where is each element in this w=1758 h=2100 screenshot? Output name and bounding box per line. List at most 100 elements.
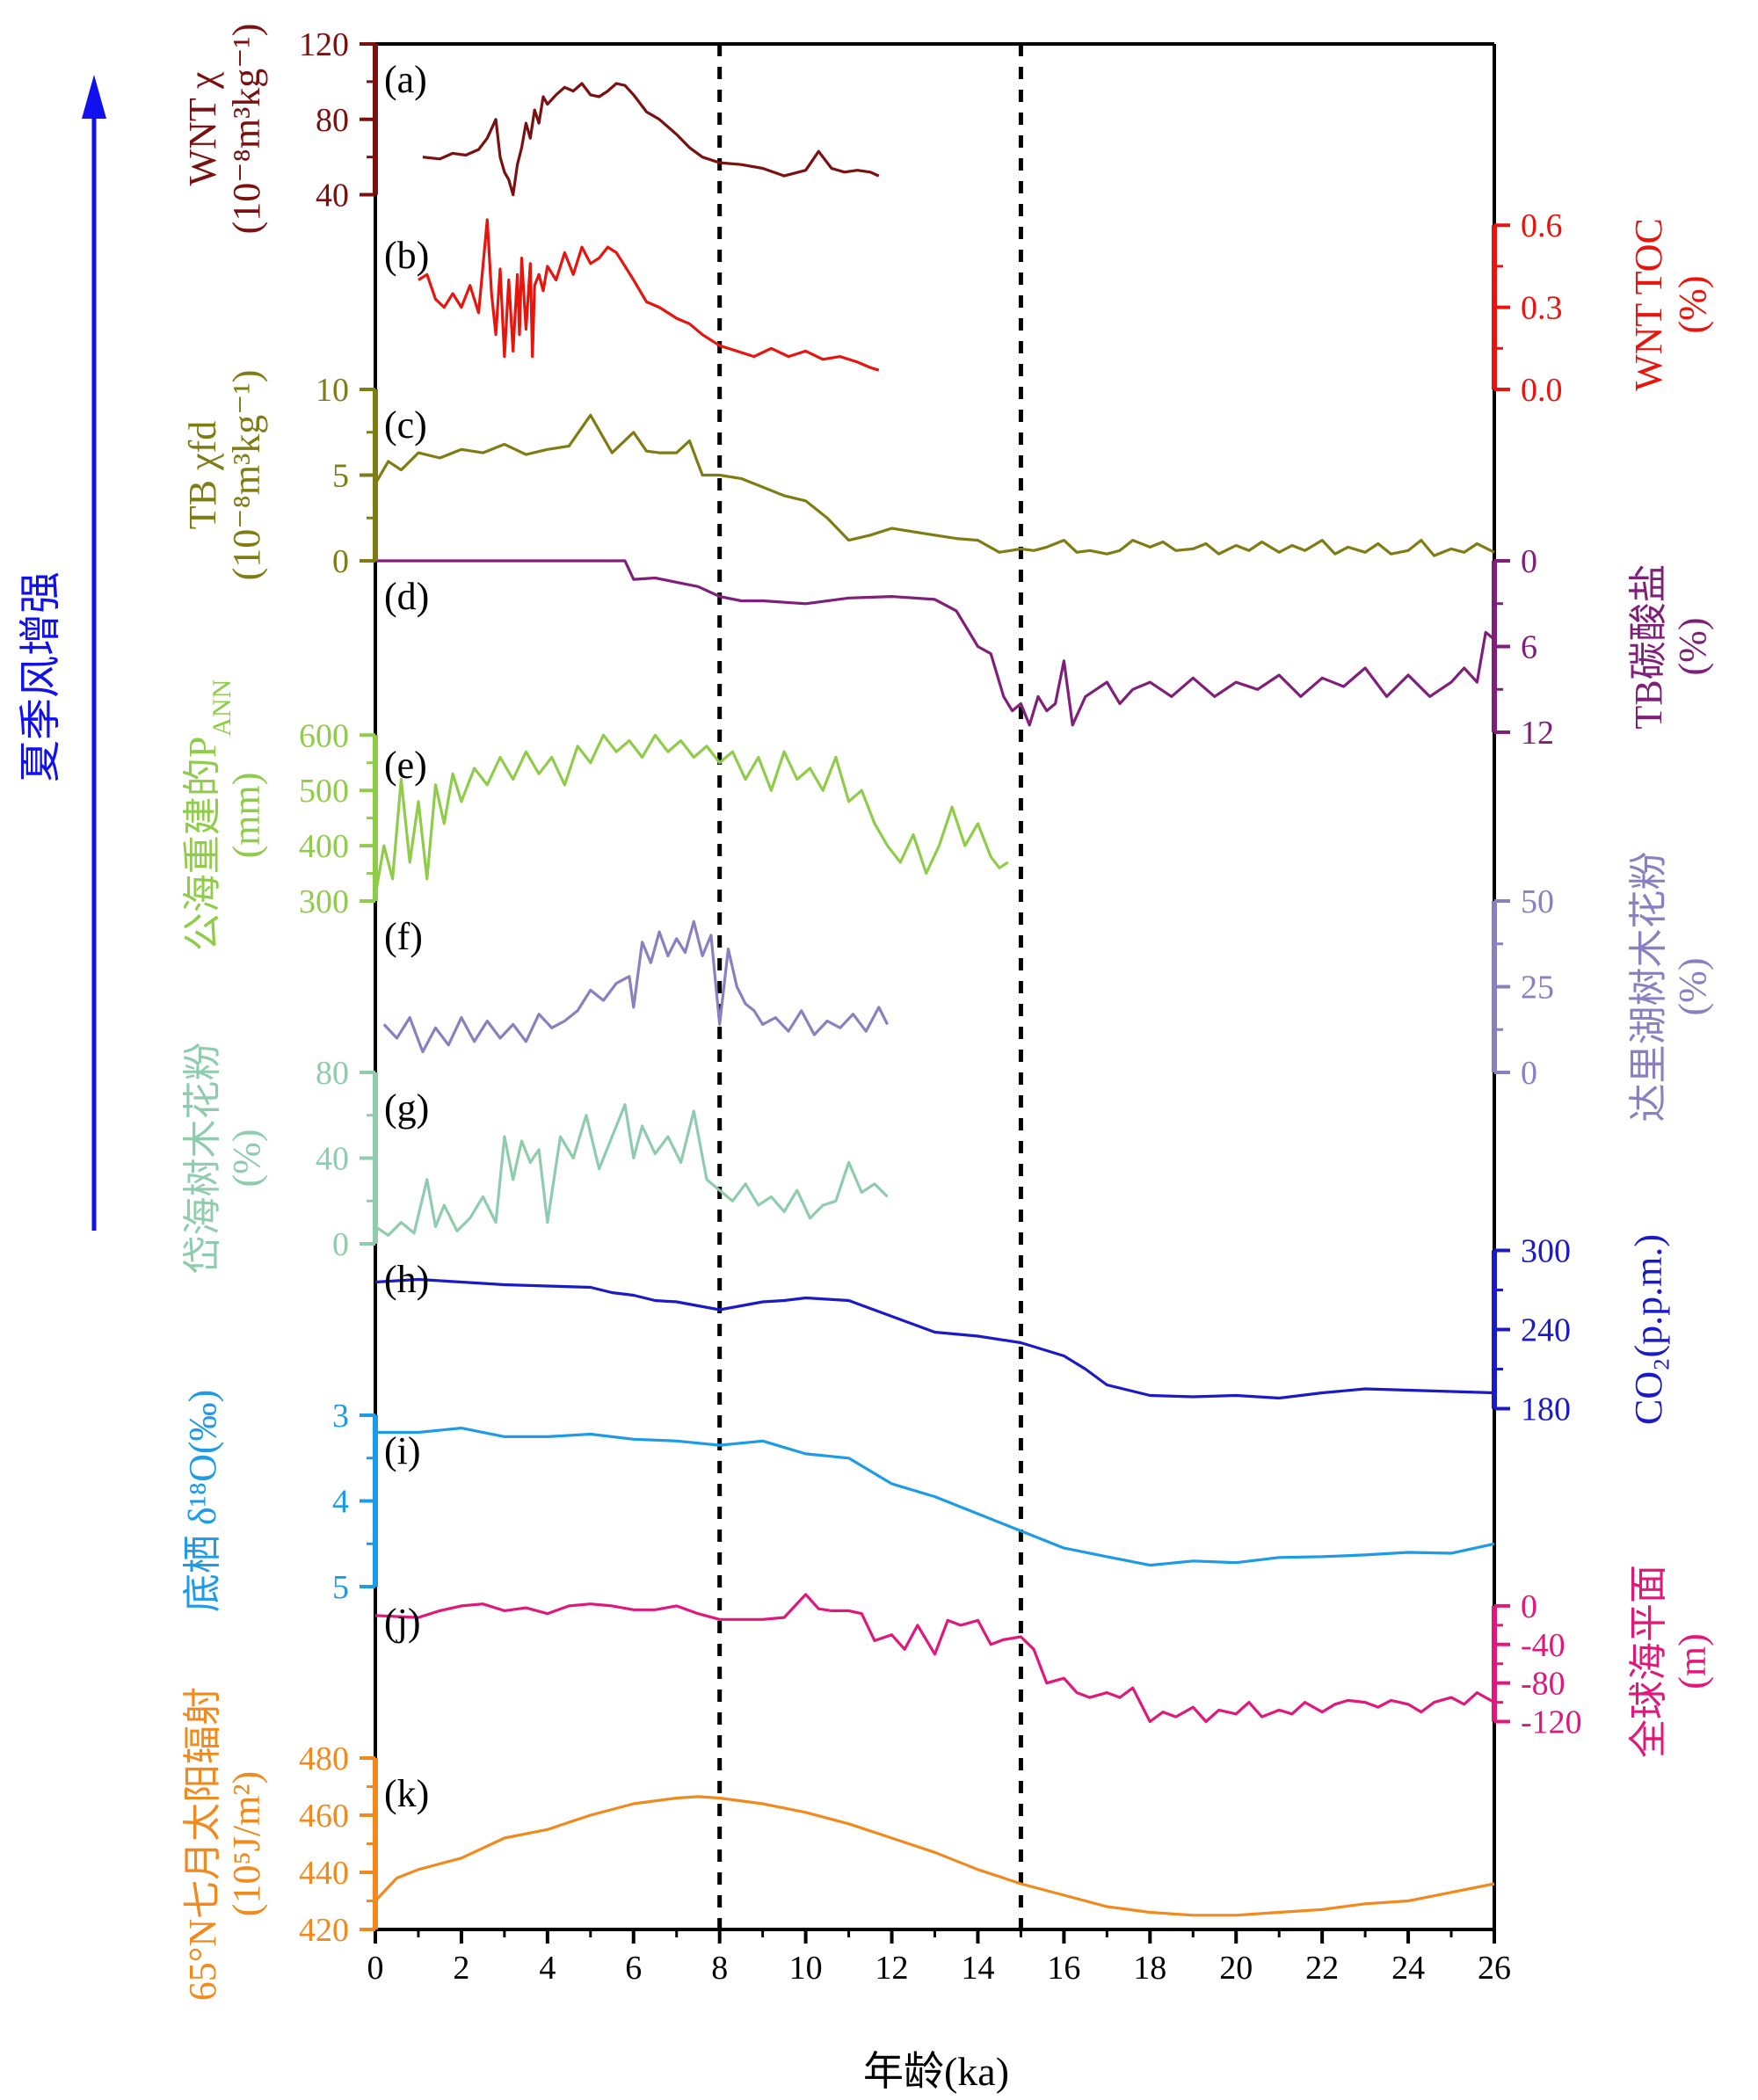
y-tick-label: 0: [332, 1226, 349, 1263]
series-line-a: [422, 82, 880, 197]
series-line-g: [374, 1102, 889, 1237]
y-axis-title-subscript: ANN: [207, 679, 236, 737]
panel-label-f: (f): [384, 915, 423, 958]
panel-label-a: (a): [384, 58, 427, 101]
y-tick-label: 440: [299, 1855, 349, 1892]
panel-label-g: (g): [384, 1086, 429, 1130]
panel-label-h: (h): [384, 1258, 429, 1301]
series-line-k: [374, 1795, 1495, 1917]
y-tick-label: -40: [1521, 1627, 1565, 1664]
panel-label-c: (c): [384, 403, 427, 447]
x-tick-label: 14: [961, 1950, 994, 1987]
y-axis-title-c: TB χfd: [181, 421, 224, 529]
y-tick-label: -120: [1521, 1704, 1582, 1741]
y-axis-unit-d: (%): [1671, 618, 1714, 676]
y-axis-title-d: TB碳酸盐: [1627, 563, 1670, 729]
y-tick-label: 400: [299, 828, 349, 865]
series-layer: [374, 82, 1496, 1917]
y-tick-label: 0.3: [1521, 290, 1563, 327]
y-tick-label: 460: [299, 1798, 349, 1835]
y-tick-label: 0: [1521, 543, 1537, 580]
series-line-d: [375, 559, 1496, 727]
x-tick-label: 22: [1305, 1950, 1339, 1987]
panel-label-k: (k): [384, 1772, 429, 1815]
panel-label-d: (d): [384, 575, 429, 618]
y-axis-title-k: 65°N七月太阳辐射: [181, 1687, 224, 2001]
y-tick-label: 420: [299, 1912, 349, 1949]
y-tick-label: 180: [1521, 1392, 1571, 1428]
series-line-f: [382, 919, 890, 1054]
y-axis-unit-j: (m): [1671, 1633, 1714, 1689]
y-tick-label: 600: [299, 717, 349, 754]
y-tick-label: 0: [1521, 1055, 1537, 1092]
y-tick-label: 80: [316, 1055, 349, 1092]
y-tick-label: 120: [299, 26, 349, 63]
y-tick-label: 6: [1521, 629, 1537, 666]
panel-label-j: (j): [384, 1601, 421, 1644]
y-tick-label: 500: [299, 773, 349, 810]
panel-label-b: (b): [384, 234, 429, 277]
x-axis-title: 年龄(ka): [863, 2049, 1009, 2094]
y-tick-label: 80: [316, 102, 349, 139]
y-tick-label: 25: [1521, 970, 1554, 1006]
y-tick-label: 3: [332, 1398, 349, 1435]
y-axis-title-h: CO₂(p.p.m.): [1627, 1234, 1670, 1425]
side-label: 夏季风增强: [16, 571, 65, 782]
plot-frame: [374, 42, 1496, 1931]
monsoon-arrow: 夏季风增强: [16, 75, 106, 1231]
series-line-j: [374, 1593, 1495, 1724]
series-line-i: [375, 1426, 1495, 1567]
y-axis-unit-f: (%): [1671, 958, 1714, 1016]
y-tick-label: 300: [1521, 1233, 1571, 1270]
y-axis-unit-e: (mm): [225, 773, 268, 859]
y-tick-label: 0.0: [1521, 372, 1563, 409]
y-tick-label: 240: [1521, 1312, 1571, 1349]
y-tick-label: 5: [332, 1569, 349, 1606]
series-line-c: [374, 413, 1495, 557]
y-axis-title-b: WNT TOC: [1627, 218, 1670, 391]
x-tick-label: 12: [875, 1950, 909, 1987]
series-line-h: [374, 1277, 1495, 1400]
x-tick-label: 16: [1047, 1950, 1080, 1987]
series-line-b: [418, 218, 880, 372]
y-tick-label: 300: [299, 883, 349, 920]
y-axis-title-i: 底栖 δ¹⁸O(‰): [181, 1390, 224, 1612]
y-axis-title-j: 全球海平面: [1627, 1565, 1670, 1758]
x-tick-label: 2: [453, 1950, 469, 1987]
x-tick-label: 24: [1391, 1950, 1425, 1987]
panel-label-i: (i): [384, 1429, 421, 1472]
y-tick-label: 5: [332, 458, 349, 495]
y-tick-label: -80: [1521, 1666, 1565, 1703]
y-tick-label: 0.6: [1521, 207, 1563, 244]
y-tick-label: 50: [1521, 883, 1554, 920]
y-tick-label: 480: [299, 1740, 349, 1777]
panel-label-e: (e): [384, 744, 427, 787]
y-axis-title-f: 达里湖树木花粉: [1627, 852, 1670, 1123]
y-axis-title-a: WNT χ: [181, 71, 224, 185]
y-tick-label: 12: [1521, 715, 1554, 752]
y-axis-unit-g: (%): [225, 1130, 268, 1188]
x-tick-label: 18: [1133, 1950, 1166, 1987]
x-tick-label: 20: [1219, 1950, 1253, 1987]
x-tick-label: 8: [711, 1950, 728, 1987]
y-tick-label: 40: [316, 178, 349, 214]
y-tick-label: 10: [316, 372, 349, 409]
y-axis-unit-k: (10⁵J/m²): [225, 1771, 268, 1916]
y-tick-label: 40: [316, 1141, 349, 1178]
panel-labels: (a) (b) (c) (d) (e) (f) (g) (h) (i) (j) (k): [384, 58, 429, 1815]
series-line-e: [374, 733, 1009, 896]
y-axis-unit-a: (10⁻⁸m³kg⁻¹): [225, 24, 268, 235]
y-tick-label: 0: [1521, 1588, 1537, 1625]
x-tick-label: 0: [367, 1950, 384, 1987]
y-tick-label: 4: [332, 1484, 349, 1521]
x-tick-label: 4: [539, 1950, 556, 1987]
y-axis-title-g: 岱海树木花粉: [181, 1043, 224, 1275]
y-tick-label: 0: [332, 543, 349, 580]
y-axis-unit-b: (%): [1671, 276, 1714, 334]
reference-lines: [717, 44, 1023, 1929]
y-axis-unit-c: (10⁻⁸m³kg⁻¹): [225, 370, 268, 581]
x-tick-label: 10: [789, 1950, 823, 1987]
x-tick-label: 26: [1478, 1950, 1511, 1987]
